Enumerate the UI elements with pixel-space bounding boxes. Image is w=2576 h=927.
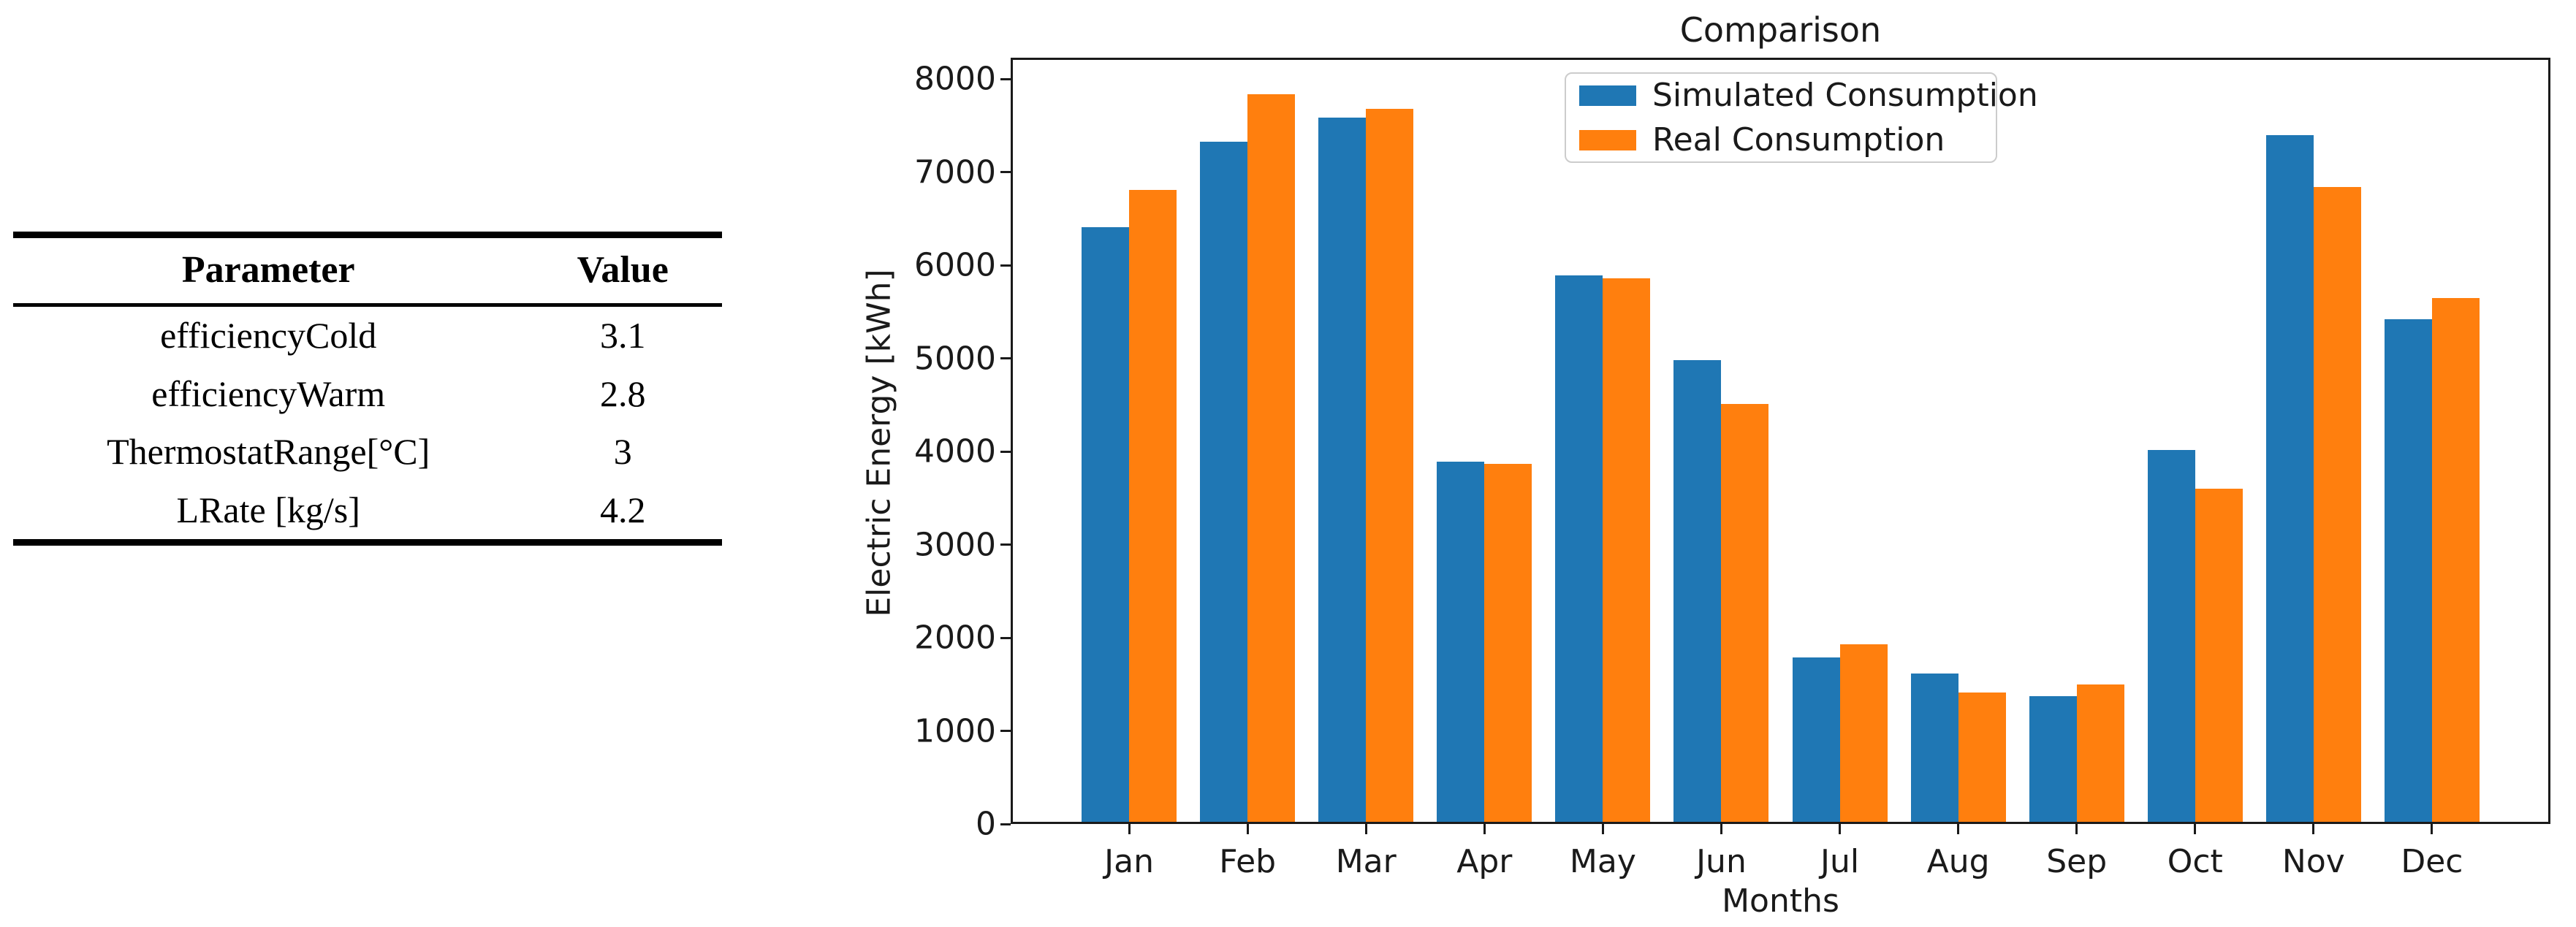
table-row: efficiencyCold 3.1 — [13, 305, 722, 365]
bar-real — [1247, 94, 1296, 822]
x-tick — [1839, 824, 1842, 834]
x-tick-label: Jan — [1104, 843, 1154, 880]
value-cell: 2.8 — [599, 373, 646, 414]
bar-real — [1484, 463, 1532, 822]
x-tick-label: Apr — [1456, 843, 1513, 880]
bar-simulated — [1910, 673, 1958, 822]
y-tick-label: 8000 — [914, 60, 996, 98]
y-tick-label: 1000 — [914, 712, 996, 750]
bar-simulated — [2029, 696, 2077, 822]
param-cell: ThermostatRange[°C] — [107, 431, 430, 472]
bar-real — [1366, 109, 1414, 822]
bar-real — [2431, 297, 2480, 822]
value-cell: 3 — [613, 431, 632, 472]
y-tick — [1000, 357, 1011, 360]
param-cell: efficiencyWarm — [151, 373, 386, 414]
x-tick-label: Dec — [2401, 843, 2463, 880]
x-tick-label: Oct — [2167, 843, 2223, 880]
x-tick — [1364, 824, 1367, 834]
y-tick — [1000, 543, 1011, 546]
x-tick — [2431, 824, 2433, 834]
table-row: LRate [kg/s] 4.2 — [13, 481, 722, 543]
chart-title: Comparison — [1679, 10, 1882, 50]
x-tick-label: Nov — [2281, 843, 2345, 880]
bar-real — [1129, 189, 1177, 822]
bar-real — [1839, 644, 1888, 822]
x-tick — [1720, 824, 1722, 834]
x-tick-label: Aug — [1926, 843, 1990, 880]
y-tick-label: 4000 — [914, 432, 996, 470]
parameter-table-grid: Parameter Value efficiencyCold 3.1 efficie… — [13, 232, 722, 546]
x-tick — [2312, 824, 2315, 834]
bar-real — [1721, 404, 1769, 822]
param-cell: efficiencyCold — [160, 315, 377, 356]
bar-real — [1603, 278, 1651, 822]
x-tick-label: Feb — [1219, 843, 1277, 880]
y-tick-label: 3000 — [914, 526, 996, 564]
bar-real — [2195, 489, 2243, 822]
bar-simulated — [2147, 449, 2195, 822]
table-header-parameter: Parameter — [13, 234, 524, 307]
bar-simulated — [1673, 360, 1722, 822]
y-tick-label: 6000 — [914, 246, 996, 284]
bar-real — [2076, 684, 2124, 822]
x-tick-label: Jul — [1820, 843, 1860, 880]
legend-swatch-simulated-icon — [1579, 85, 1636, 106]
y-tick — [1000, 264, 1011, 267]
bar-simulated — [1318, 117, 1367, 822]
y-tick — [1000, 823, 1011, 825]
table-row: ThermostatRange[°C] 3 — [13, 423, 722, 481]
x-tick — [2075, 824, 2078, 834]
x-tick-label: Sep — [2046, 843, 2108, 880]
y-tick — [1000, 171, 1011, 174]
x-tick-label: Jun — [1696, 843, 1747, 880]
legend: Simulated Consumption Real Consumption — [1565, 72, 2038, 163]
x-tick — [1483, 824, 1486, 834]
param-cell: LRate [kg/s] — [176, 489, 360, 530]
y-tick-label: 5000 — [914, 340, 996, 378]
x-tick — [1128, 824, 1131, 834]
value-cell: 4.2 — [599, 489, 646, 530]
y-tick — [1000, 450, 1011, 453]
bar-simulated — [1792, 657, 1840, 822]
bar-simulated — [1200, 141, 1248, 822]
y-tick — [1000, 77, 1011, 80]
table-header-value: Value — [523, 234, 722, 307]
x-tick — [2194, 824, 2197, 834]
legend-label-real: Real Consumption — [1652, 121, 1945, 159]
legend-item-simulated: Simulated Consumption — [1579, 77, 2038, 114]
y-tick — [1000, 730, 1011, 733]
legend-swatch-real-icon — [1579, 129, 1636, 150]
y-tick-label: 7000 — [914, 153, 996, 191]
x-axis-label: Months — [1722, 882, 1839, 920]
y-tick-label: 2000 — [914, 619, 996, 657]
table-row: efficiencyWarm 2.8 — [13, 365, 722, 424]
bar-simulated — [1555, 275, 1603, 822]
x-tick — [1246, 824, 1249, 834]
x-tick — [1957, 824, 1960, 834]
y-tick — [1000, 636, 1011, 639]
bar-simulated — [1437, 462, 1485, 822]
x-tick — [1601, 824, 1604, 834]
bar-simulated — [2265, 134, 2314, 822]
legend-label-simulated: Simulated Consumption — [1652, 77, 2038, 114]
bar-simulated — [2384, 319, 2432, 822]
bar-real — [1958, 693, 2006, 822]
bar-real — [2313, 187, 2361, 822]
legend-item-real: Real Consumption — [1579, 121, 1996, 159]
x-tick-label: May — [1569, 843, 1636, 880]
table-header-row: Parameter Value — [13, 234, 722, 307]
y-tick-label: 0 — [976, 805, 996, 843]
bar-simulated — [1082, 226, 1130, 822]
x-tick-label: Mar — [1335, 843, 1397, 880]
parameter-table: Parameter Value efficiencyCold 3.1 efficie… — [13, 232, 722, 546]
value-cell: 3.1 — [599, 315, 646, 356]
